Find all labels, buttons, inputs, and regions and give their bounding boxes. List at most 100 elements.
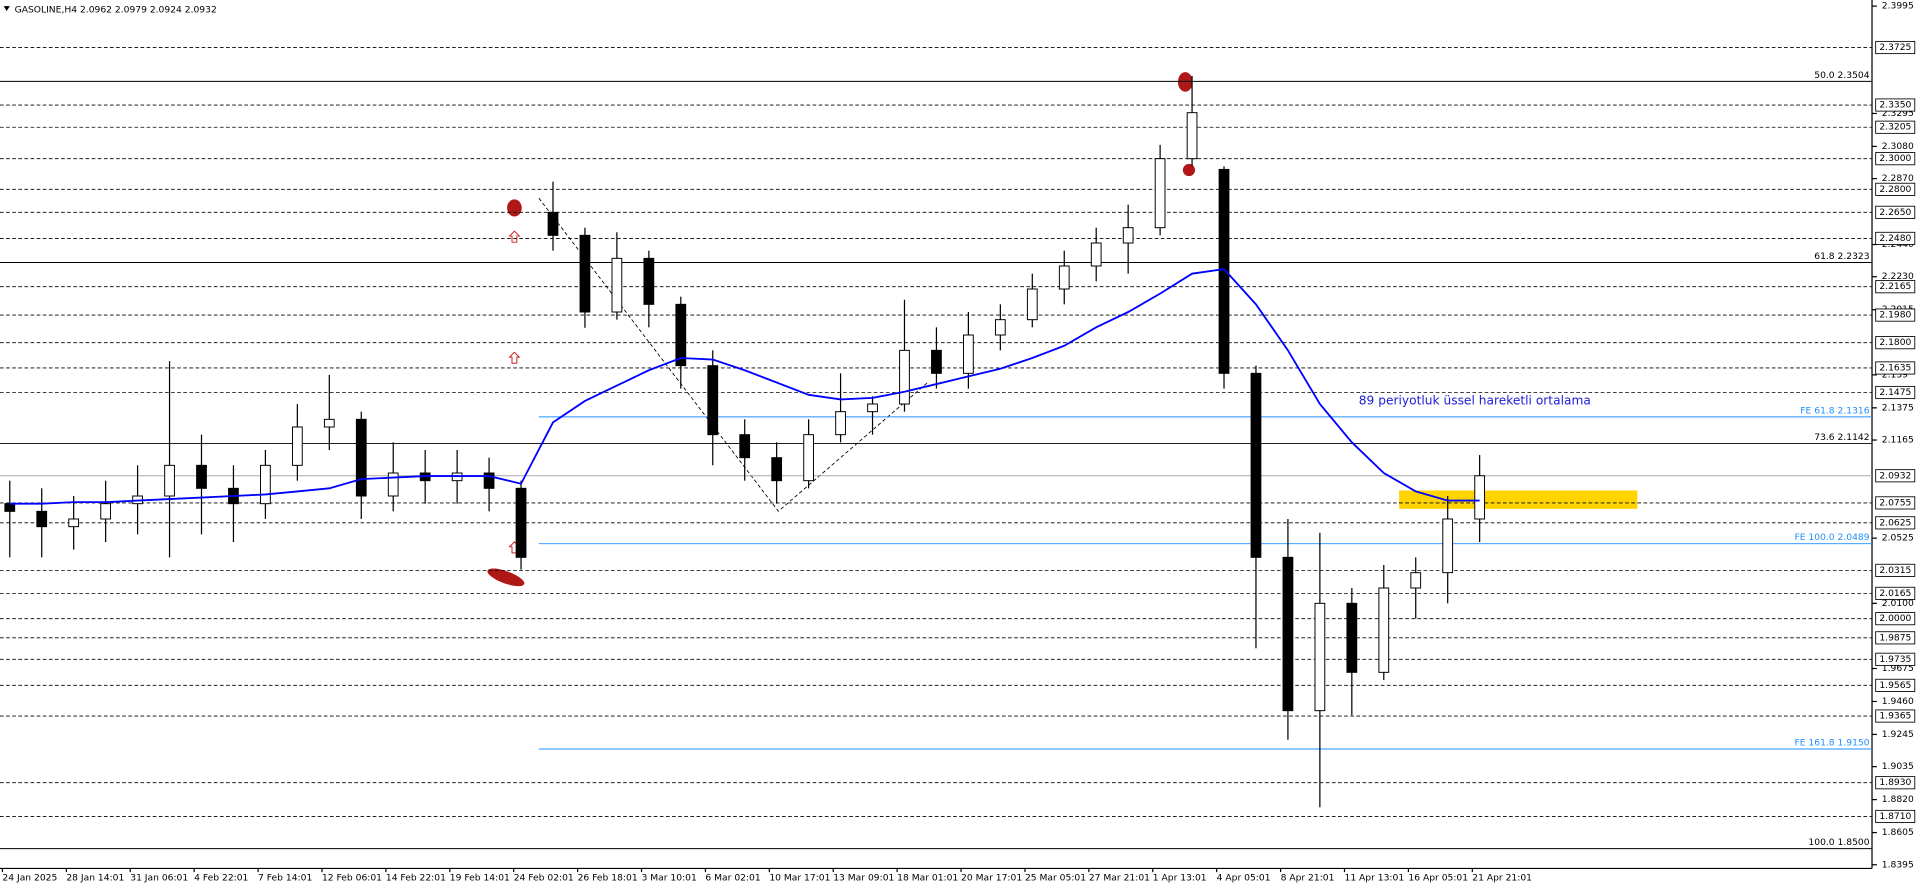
ema-line xyxy=(9,268,1480,505)
x-tick-label: 13 Mar 09:01 xyxy=(833,873,894,884)
candle-body xyxy=(547,211,559,236)
x-tick-label: 16 Apr 05:01 xyxy=(1408,873,1468,884)
y-tick-label: 1.8605 xyxy=(1882,827,1914,838)
x-tick-label: 21 Apr 21:01 xyxy=(1472,873,1532,884)
x-tick-label: 26 Feb 18:01 xyxy=(578,873,638,884)
candle-body xyxy=(675,303,687,367)
fib-label: 73.6 2.1142 xyxy=(1814,432,1869,443)
level-label: 2.1635 xyxy=(1879,362,1911,373)
level-box xyxy=(1875,120,1916,134)
level-label: 1.8930 xyxy=(1879,777,1911,788)
candle-body xyxy=(1346,602,1358,673)
candle-body xyxy=(963,334,974,374)
candle-body xyxy=(36,510,48,528)
level-label: 2.0000 xyxy=(1879,613,1911,624)
y-tick-label: 1.8395 xyxy=(1882,859,1914,870)
candle-body xyxy=(1474,475,1486,520)
level-label: 2.3000 xyxy=(1879,153,1911,164)
level-box xyxy=(1875,361,1916,375)
level-label: 2.0625 xyxy=(1879,517,1911,528)
x-tick-label: 27 Mar 21:01 xyxy=(1089,873,1150,884)
candle-body xyxy=(643,257,655,305)
candle-body xyxy=(1250,372,1262,558)
candle-body xyxy=(931,349,942,374)
candle-body xyxy=(100,503,112,520)
level-label: 2.1980 xyxy=(1879,310,1911,321)
fib-label: 61.8 2.2323 xyxy=(1814,251,1869,262)
candle-body xyxy=(707,365,719,436)
x-tick-label: 4 Apr 05:01 xyxy=(1217,873,1271,884)
level-label: 1.9565 xyxy=(1879,680,1911,691)
level-label: 2.2480 xyxy=(1879,233,1911,244)
candle-body xyxy=(355,418,367,497)
level-label: 2.1800 xyxy=(1879,337,1911,348)
candle-body xyxy=(994,319,1006,336)
highlight-zone xyxy=(1399,490,1638,509)
level-box xyxy=(1875,280,1916,294)
marker xyxy=(487,568,525,587)
x-tick-label: 18 Mar 01:01 xyxy=(897,873,958,884)
marker xyxy=(507,199,522,217)
level-box xyxy=(1875,205,1916,219)
level-box xyxy=(1875,631,1916,645)
y-tick-label: 1.9035 xyxy=(1882,761,1914,772)
candle-body xyxy=(387,472,399,497)
y-tick-label: 2.0100 xyxy=(1882,598,1914,609)
candle-body xyxy=(1282,556,1294,712)
current-price-label: 2.0932 xyxy=(1879,470,1911,481)
candle-body xyxy=(771,457,783,482)
candle-body xyxy=(867,403,878,413)
title-arrow xyxy=(3,6,10,12)
candle-body xyxy=(1154,158,1166,229)
level-box xyxy=(1875,182,1916,196)
candle-body xyxy=(803,434,814,482)
x-tick-label: 7 Feb 14:01 xyxy=(258,873,312,884)
x-tick-label: 14 Feb 22:01 xyxy=(386,873,446,884)
fe-label: FE 161.8 1.9150 xyxy=(1794,737,1869,748)
x-tick-label: 3 Mar 10:01 xyxy=(642,873,697,884)
level-box xyxy=(1875,563,1916,577)
level-label: 2.2650 xyxy=(1879,207,1911,218)
level-box xyxy=(1875,231,1916,245)
candle-body xyxy=(483,472,495,489)
candle-body xyxy=(291,426,303,466)
level-label: 2.0755 xyxy=(1879,497,1911,508)
level-box xyxy=(1875,40,1916,55)
level-box xyxy=(1875,308,1916,322)
level-box xyxy=(1875,336,1916,350)
x-tick-label: 11 Apr 13:01 xyxy=(1344,873,1404,884)
x-tick-label: 20 Mar 17:01 xyxy=(961,873,1022,884)
level-label: 1.9735 xyxy=(1879,654,1911,665)
candle-body xyxy=(1090,242,1102,267)
x-tick-label: 10 Mar 17:01 xyxy=(769,873,830,884)
level-box xyxy=(1875,385,1916,400)
y-tick-label: 1.8820 xyxy=(1882,794,1914,805)
level-label: 2.1475 xyxy=(1879,387,1911,398)
candle-body xyxy=(899,349,910,405)
y-tick-label: 2.2230 xyxy=(1882,271,1914,282)
candle-body xyxy=(1378,587,1390,673)
candle-body xyxy=(1442,518,1454,574)
candle-body xyxy=(1218,168,1230,374)
y-tick-label: 2.2870 xyxy=(1882,173,1914,184)
y-tick-label: 1.9675 xyxy=(1882,663,1914,674)
y-tick-label: 2.3995 xyxy=(1882,1,1914,12)
candle-body xyxy=(739,434,751,459)
x-tick-label: 28 Jan 14:01 xyxy=(66,873,124,884)
level-label: 2.2800 xyxy=(1879,184,1911,195)
y-tick-label: 2.3080 xyxy=(1882,141,1914,152)
y-tick-label: 2.159 xyxy=(1882,369,1908,380)
y-tick-label: 1.9460 xyxy=(1882,696,1914,707)
level-label: 2.3205 xyxy=(1879,122,1911,133)
level-box xyxy=(1875,98,1916,112)
x-tick-label: 24 Feb 02:01 xyxy=(514,873,574,884)
fe-label: FE 100.0 2.0489 xyxy=(1794,532,1869,543)
current-price-box xyxy=(1875,469,1916,483)
x-tick-label: 1 Apr 13:01 xyxy=(1153,873,1207,884)
level-label: 2.0165 xyxy=(1879,588,1911,599)
level-label: 1.8710 xyxy=(1879,811,1911,822)
candle-body xyxy=(515,487,527,558)
up-arrow xyxy=(508,230,521,243)
x-tick-label: 31 Jan 06:01 xyxy=(130,873,188,884)
